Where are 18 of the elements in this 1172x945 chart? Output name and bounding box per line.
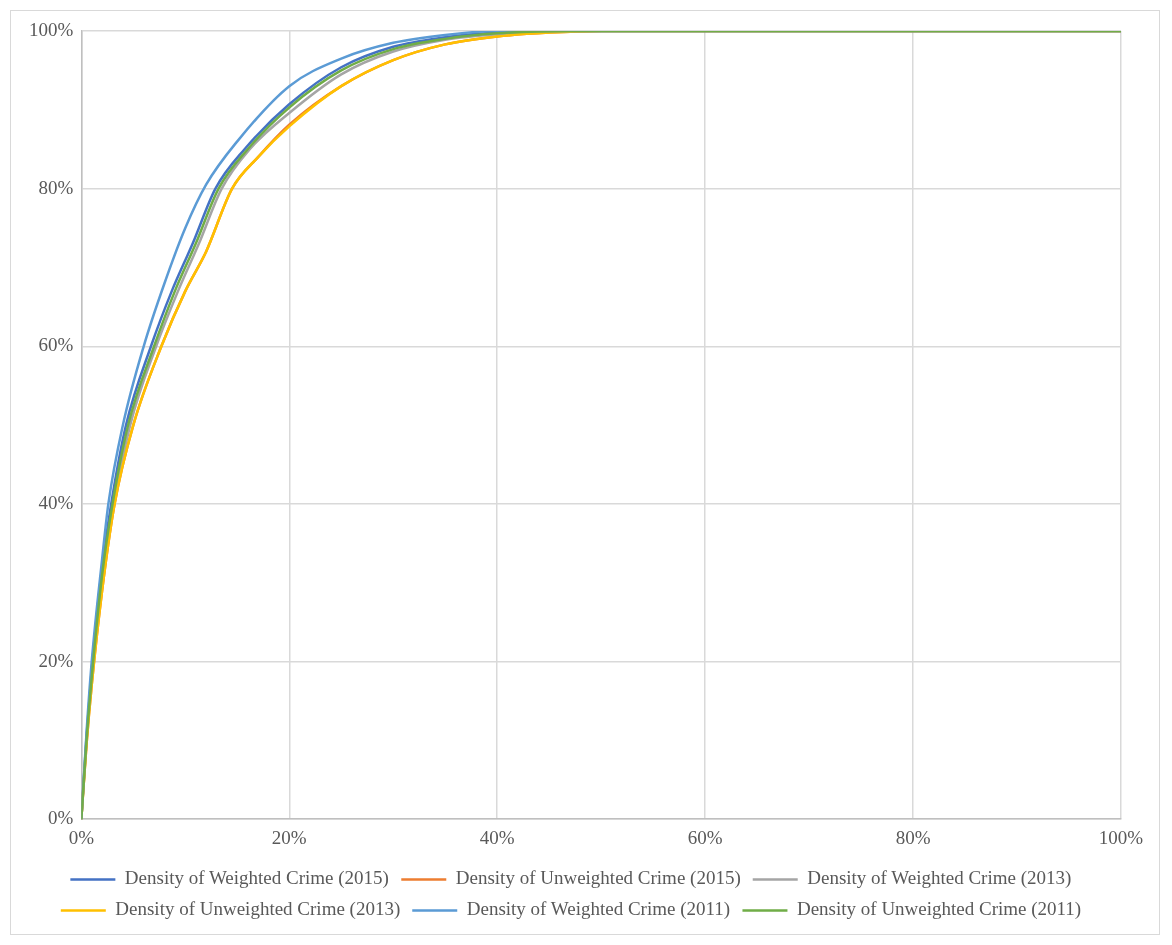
x-tick-label: 80% [895,826,931,848]
y-tick-label: 60% [38,334,74,356]
x-tick-label: 0% [68,826,95,848]
x-tick-label: 40% [479,826,515,848]
legend-label: Density of Weighted Crime (2015) [124,867,389,890]
legend-label: Density of Unweighted Crime (2013) [115,898,401,921]
legend-label: Density of Unweighted Crime (2015) [455,867,741,890]
y-tick-label: 80% [38,176,74,198]
x-tick-label: 20% [271,826,307,848]
legend-label: Density of Weighted Crime (2011) [466,898,731,921]
y-tick-label: 0% [48,807,74,829]
y-tick-label: 40% [38,491,74,513]
y-tick-label: 20% [38,649,74,671]
x-tick-label: 100% [1098,826,1144,848]
legend-label: Density of Unweighted Crime (2011) [796,898,1082,921]
y-tick-label: 100% [29,18,74,40]
x-tick-label: 60% [687,826,723,848]
legend-label: Density of Weighted Crime (2013) [807,867,1072,890]
